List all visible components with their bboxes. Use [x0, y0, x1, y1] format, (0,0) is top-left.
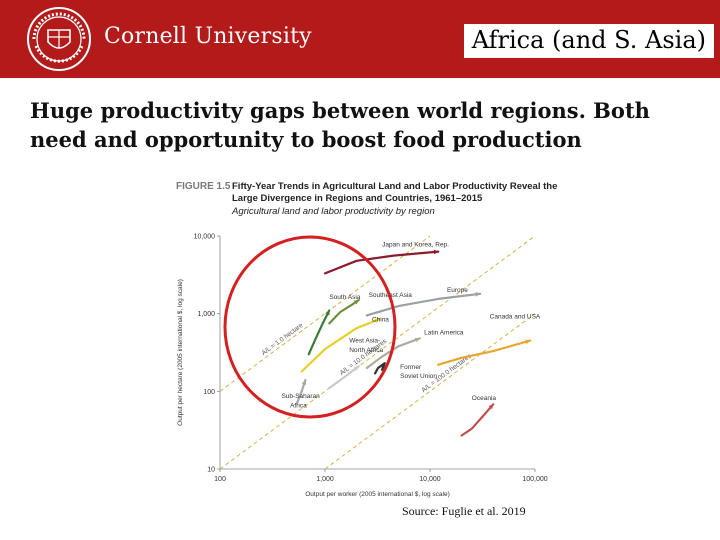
series-arrowhead-5: [374, 318, 380, 323]
x-tick-label: 10,000: [419, 476, 441, 483]
slide-subtitle: Huge productivity gaps between world reg…: [30, 98, 650, 152]
series-arrowhead-11: [488, 404, 494, 410]
x-axis-label: Output per worker (2005 international $,…: [305, 491, 450, 498]
x-tick-label: 1,000: [316, 476, 334, 483]
productivity-chart: FIGURE 1.5 Fifty-Year Trends in Agricult…: [176, 181, 557, 498]
series-arrowhead-7: [525, 339, 531, 345]
guide-line-1: [219, 235, 431, 392]
series-line-8: [328, 365, 360, 390]
x-tick-label: 100: [214, 476, 226, 483]
series-arrowhead-4: [353, 300, 359, 305]
region-label-11: Soviet Union: [400, 373, 437, 380]
region-label-12: Oceania: [472, 395, 497, 402]
series-arrowhead-1: [433, 249, 439, 255]
region-label-2: Europe: [447, 287, 468, 294]
series-line-2: [365, 292, 482, 317]
y-tick-label: 1,000: [197, 311, 215, 318]
series-line-3: [307, 309, 331, 356]
region-label-13: Sub-Saharan: [281, 393, 320, 400]
region-label-6: Latin America: [424, 329, 464, 336]
series-arrowhead-3: [325, 310, 330, 316]
cornell-seal-icon: [27, 7, 91, 71]
region-label-3: South Asia: [329, 294, 360, 301]
source-citation: Source: Fuglie et al. 2019: [402, 504, 526, 518]
region-label-7: Canada and USA: [490, 313, 541, 320]
x-tick-label: 100,000: [522, 476, 547, 483]
figure-caption: Agricultural land and labor productivity…: [231, 206, 435, 217]
figure-label: FIGURE 1.5: [176, 181, 231, 192]
series-arrowhead-10: [301, 380, 307, 385]
series-line-7: [437, 339, 532, 366]
brand-name: Cornell University: [104, 24, 312, 49]
guide-line-2: [219, 235, 536, 470]
figure-title-line-1: Fifty-Year Trends in Agricultural Land a…: [232, 181, 557, 192]
guide-label-1: A/L = 1.0 hectare: [261, 322, 305, 357]
series-line-4: [328, 298, 360, 325]
series-line-5: [300, 318, 381, 373]
region-label-10: Former: [400, 364, 422, 371]
region-label-14: Africa: [290, 402, 307, 409]
series-line-1: [323, 250, 440, 275]
slide-title: Africa (and S. Asia): [463, 24, 714, 58]
series-arrowhead-2: [475, 292, 481, 297]
series-arrowhead-6: [414, 337, 420, 343]
series-arrowhead-8: [353, 366, 359, 371]
guide-line-3: [324, 313, 536, 470]
region-label-1: Japan and Korea, Rep.: [382, 242, 449, 249]
highlight-circle: [223, 235, 397, 419]
header-bar: Cornell University Africa (and S. Asia): [0, 0, 720, 78]
region-label-8: West Asia-: [349, 338, 380, 345]
series-arrowhead-9: [381, 364, 386, 370]
region-label-5: China: [372, 317, 389, 324]
figure-title-line-2: Large Divergence in Regions and Countrie…: [232, 193, 483, 204]
region-label-9: North Africa: [349, 347, 383, 354]
series-line-6: [365, 337, 421, 370]
y-tick-label: 10,000: [194, 234, 216, 241]
y-tick-label: 10: [207, 467, 215, 474]
y-axis-label: Output per hectare (2005 international $…: [177, 279, 184, 426]
y-tick-label: 100: [203, 389, 215, 396]
series-line-11: [460, 403, 495, 437]
